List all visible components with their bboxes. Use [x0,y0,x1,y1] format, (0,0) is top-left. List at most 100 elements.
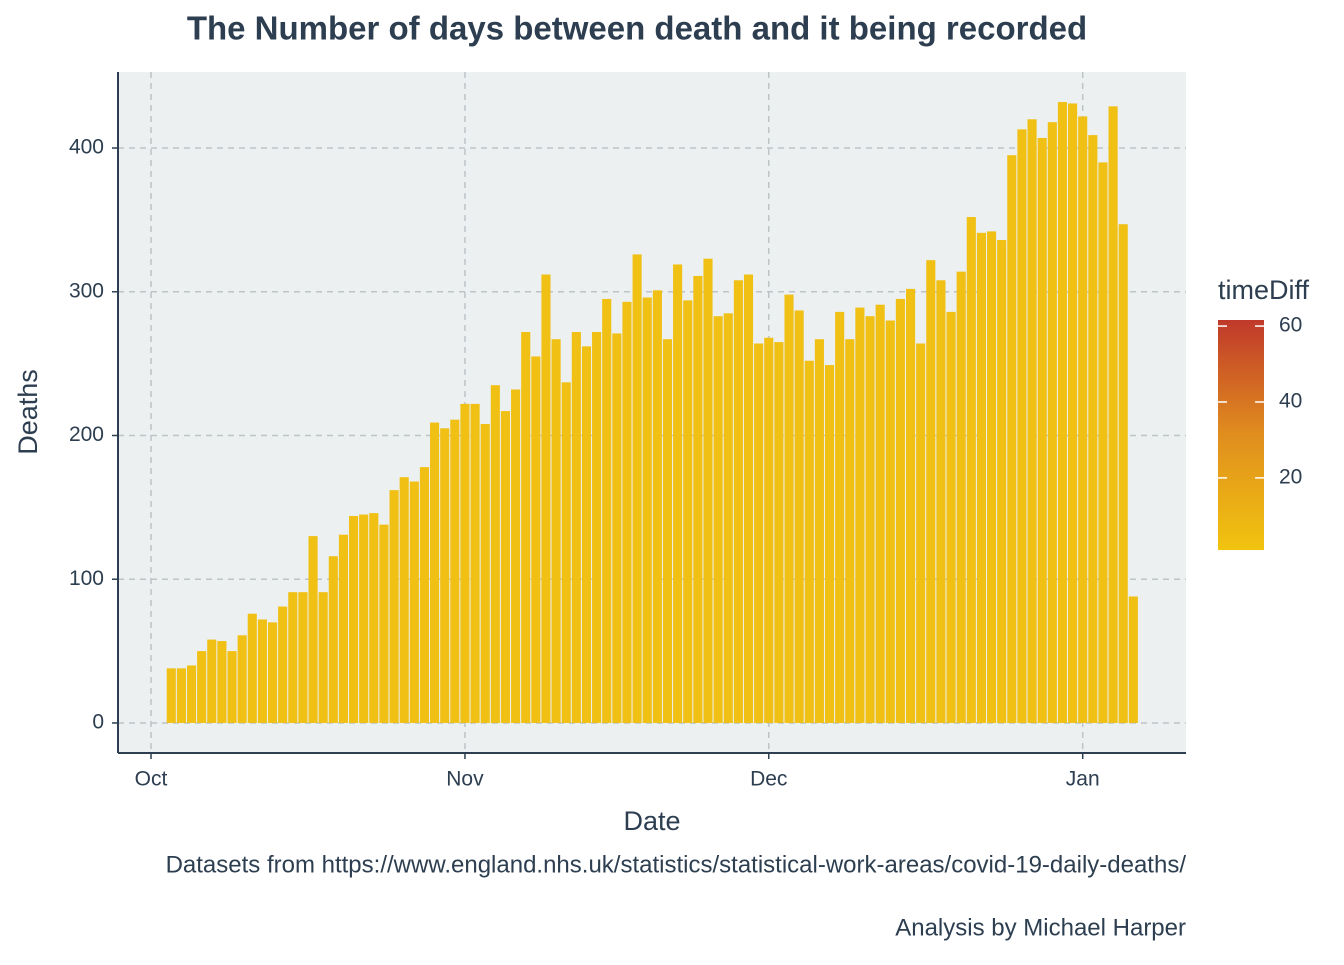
x-tick-label: Oct [135,768,168,791]
bar [845,339,855,723]
bar [824,365,835,723]
bar [298,592,308,723]
bar [733,280,743,723]
bar [318,592,328,723]
bar [186,665,197,723]
bar [1007,155,1017,723]
bar [926,260,936,723]
bar [409,481,419,723]
bar [399,477,409,723]
bar [743,274,754,723]
bar [622,301,632,723]
bar [551,339,561,723]
bar [511,389,521,723]
x-tick-label: Nov [446,768,484,791]
bar [490,385,500,723]
bar [602,298,612,723]
bar [754,343,764,723]
bar [247,613,257,723]
bar [723,313,733,723]
bar [359,514,369,723]
bar [835,311,845,723]
bar [662,339,673,723]
bar [1037,137,1047,723]
bar [652,290,662,723]
bar [176,668,186,723]
bar [905,288,916,723]
bar [1047,122,1057,723]
bar [1098,162,1108,723]
bar [389,490,399,723]
bar [1108,106,1118,723]
y-tick-label: 400 [69,136,104,159]
bar [500,411,511,723]
x-tick-label: Dec [750,768,787,791]
bar [784,294,794,723]
bar [450,419,460,723]
caption: Datasets from https://www.england.nhs.uk… [166,851,1187,878]
bar [278,606,288,723]
bar [197,651,207,723]
bar [814,339,824,723]
bar [379,524,389,723]
bar [673,264,683,723]
bar [804,360,814,723]
bar [987,231,997,723]
bar [257,619,267,723]
bar [764,337,774,723]
y-axis-label: Deaths [13,369,43,455]
bar [541,274,551,723]
bar [1118,224,1128,723]
y-tick-label: 100 [69,567,104,590]
x-tick-label: Jan [1066,768,1100,791]
bar [561,382,571,723]
bar [1068,103,1078,723]
bar [227,651,237,723]
bar [895,298,905,723]
bar [916,343,926,723]
bar [632,254,642,723]
bar [531,356,541,723]
bar [369,513,379,723]
bar [571,332,581,723]
bar [288,592,298,723]
bar [480,423,490,723]
bar [713,316,723,723]
bar [1078,116,1088,723]
bar [1128,596,1138,723]
bar [460,403,470,723]
bar [794,310,804,723]
bar [875,304,885,723]
bar [1017,129,1027,723]
bar [440,428,450,723]
bar [521,332,531,723]
bar [683,300,693,723]
bar [217,641,227,723]
y-tick-label: 0 [92,711,104,734]
bar [865,316,875,723]
x-axis-label: Date [623,806,680,836]
bar [997,240,1007,723]
bar [166,668,176,723]
bar [966,217,976,723]
bar [642,297,652,723]
bar [1057,102,1068,723]
bar [612,333,622,723]
bar [885,320,895,723]
legend-title: timeDiff [1218,275,1310,305]
y-tick-label: 200 [69,423,104,446]
bar [348,515,359,723]
caption: Analysis by Michael Harper [895,914,1186,941]
bar [592,332,602,723]
bar [470,403,480,723]
legend-tick-label: 20 [1279,465,1302,488]
bar [855,307,865,723]
bar [237,635,247,723]
bar [946,311,956,723]
bar [703,258,713,723]
legend-tick-label: 60 [1279,314,1302,337]
bar [338,534,348,723]
bar [1088,135,1098,723]
bar [936,280,946,723]
bar [693,275,703,723]
